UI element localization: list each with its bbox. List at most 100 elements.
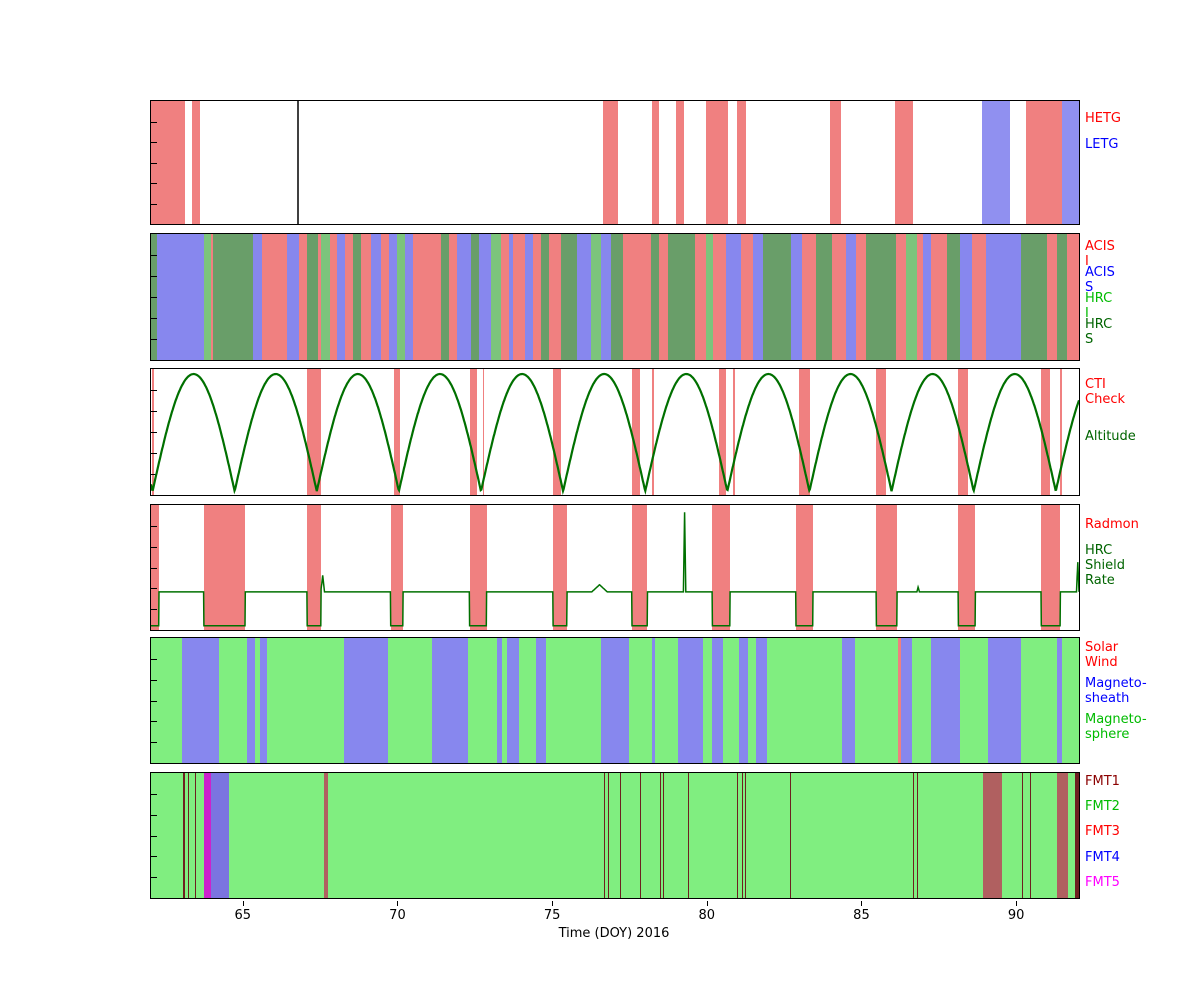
segment-sphere (1021, 638, 1058, 763)
y-tick (151, 742, 157, 744)
segment-radmon (876, 505, 898, 630)
segment-radmon (553, 505, 568, 630)
segment-fmt1 (916, 773, 919, 898)
segment-sphere (959, 638, 988, 763)
segment-sphere (546, 638, 602, 763)
segment-HETG (1026, 101, 1062, 224)
segment-fmt2 (746, 773, 790, 898)
legend-label-fmt2: FMT2 (1085, 799, 1120, 814)
x-tick-label: 70 (389, 908, 406, 923)
segment-acisI (695, 234, 707, 360)
segment-fmt4 (211, 773, 229, 898)
segment-hrcS (561, 234, 578, 360)
segment-acisS (726, 234, 742, 360)
y-tick (151, 142, 157, 143)
segment-fmt2 (327, 773, 604, 898)
segment-acisI (318, 234, 322, 360)
x-tick (861, 901, 863, 906)
segment-fmt2 (605, 773, 608, 898)
y-tick (151, 121, 157, 123)
x-tick-label: 80 (698, 908, 716, 923)
segment-hrcI (396, 234, 405, 360)
y-tick (151, 255, 157, 256)
y-tick (151, 679, 157, 681)
legend-label-solar-wind: Solar Wind (1085, 640, 1119, 670)
legend-label-fmt4: FMT4 (1085, 850, 1120, 865)
segment-cti (652, 369, 654, 495)
segment-radmon (203, 505, 246, 630)
segment-HETG (652, 101, 660, 224)
segment-sheath (246, 638, 255, 763)
y-tick (151, 183, 157, 184)
segment-sphere (468, 638, 498, 763)
y-tick (151, 297, 157, 298)
y-tick (151, 609, 157, 611)
segment-fmt2 (608, 773, 620, 898)
segment-HETG (894, 101, 913, 224)
segment-acisI (344, 234, 353, 360)
segment-fmt1 (607, 773, 609, 898)
segment-cti (733, 369, 735, 495)
segment-sheath (738, 638, 748, 763)
segment-acisI (916, 234, 924, 360)
segment-acisS (923, 234, 932, 360)
segment-fmt3 (983, 773, 1002, 898)
legend-label-hrc-s: HRC S (1085, 317, 1113, 347)
legend-label-fmt1: FMT1 (1085, 774, 1120, 789)
y-tick (151, 162, 157, 164)
segment-sheath (678, 638, 704, 763)
segment-sphere (723, 638, 739, 763)
segment-cti (393, 369, 400, 495)
y-tick (151, 474, 157, 475)
panel-solar-wind-region-plot (151, 638, 1079, 763)
legend-label-hrc-shield-rate: HRC Shield Rate (1085, 543, 1125, 588)
segment-sheath (901, 638, 912, 763)
segment-fmt2 (228, 773, 325, 898)
segment-cti (482, 369, 485, 495)
segment-fmt2 (743, 773, 745, 898)
segment-radmon (469, 505, 487, 630)
segment-radmon (712, 505, 731, 630)
panel-fmt: FMT1 FMT2 FMT3 FMT4 FMT5 (150, 772, 1120, 899)
segment-fmt1 (736, 773, 739, 898)
segment-HETG (676, 101, 684, 224)
legend-label-letg: LETG (1085, 137, 1119, 152)
segment-fmt2 (189, 773, 195, 898)
x-tick (397, 901, 399, 906)
segment-hrcS (307, 234, 319, 360)
segment-acisS (959, 234, 972, 360)
y-tick (151, 276, 157, 277)
segment-hrcI (591, 234, 602, 360)
segment-fmt2 (663, 773, 688, 898)
segment-sheath (712, 638, 724, 763)
segment-hrcS (763, 234, 792, 360)
segment-hrcS (471, 234, 479, 360)
segment-sphere (766, 638, 843, 763)
y-tick (151, 546, 157, 548)
x-tick-label: 90 (1007, 908, 1025, 923)
segment-HETG (191, 101, 200, 224)
segment-radmon (307, 505, 322, 630)
x-tick (552, 901, 554, 906)
segment-sphere (703, 638, 713, 763)
segment-wind (898, 638, 902, 763)
segment-acisS (287, 234, 300, 360)
segment-fmt2 (738, 773, 742, 898)
segment-hrcI (321, 234, 331, 360)
segment-acisI (330, 234, 337, 360)
segment-hrcS (213, 234, 254, 360)
segment-acisI (500, 234, 509, 360)
segment-hrcI (706, 234, 714, 360)
panel-cti-altitude: CTI Check Altitude (150, 368, 1136, 496)
segment-acisI (623, 234, 652, 360)
legend-label-hetg: HETG (1085, 111, 1122, 126)
legend-label-fmt5: FMT5 (1085, 875, 1120, 890)
segment-fmt1 (183, 773, 185, 898)
segment-fmt1 (1030, 773, 1032, 898)
segment-cti (799, 369, 810, 495)
segment-fmt1 (789, 773, 791, 898)
segment-fmt1 (741, 773, 744, 898)
segment-acisI (1046, 234, 1058, 360)
panel-radmon-shield-plot (151, 505, 1079, 630)
segment-acisS (525, 234, 533, 360)
